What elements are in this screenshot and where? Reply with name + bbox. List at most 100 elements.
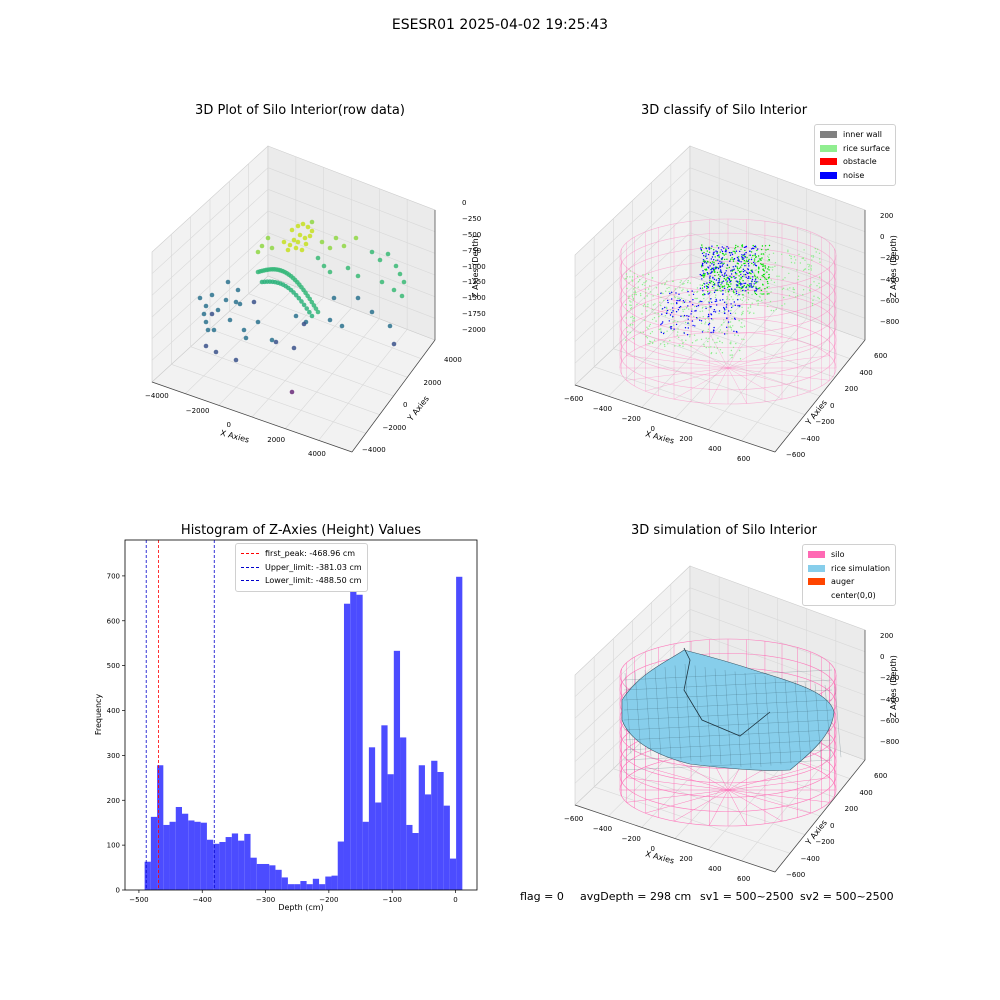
rice-surface-point xyxy=(697,287,698,288)
rice-surface-point xyxy=(672,330,673,331)
rice-surface-point xyxy=(754,260,755,261)
rice-surface-point xyxy=(762,245,763,246)
rice-surface-point xyxy=(721,263,722,264)
noise-point xyxy=(708,254,709,255)
rice-surface-point xyxy=(819,258,820,259)
noise-point xyxy=(713,330,714,331)
noise-point xyxy=(718,254,719,255)
histogram-bar xyxy=(319,884,325,890)
rice-surface-point xyxy=(772,269,773,270)
noise-point xyxy=(730,303,731,304)
rice-surface-point xyxy=(666,331,667,332)
rice-surface-point xyxy=(715,256,716,257)
rice-surface-point xyxy=(725,301,726,302)
rice-surface-point xyxy=(733,261,734,262)
rice-surface-point xyxy=(632,320,633,321)
scatter-point xyxy=(238,302,243,307)
rice-surface-point xyxy=(707,331,708,332)
rice-surface-point xyxy=(750,305,751,306)
rice-surface-point xyxy=(633,298,634,299)
rice-surface-point xyxy=(710,346,711,347)
scatter-point xyxy=(301,222,306,227)
footer-sv2: sv2 = 500~2500 xyxy=(800,890,894,903)
rice-surface-point xyxy=(733,251,734,252)
scatter-point xyxy=(242,328,247,333)
scatter-point xyxy=(204,344,209,349)
rice-surface-point xyxy=(632,280,633,281)
noise-point xyxy=(707,272,708,273)
rice-surface-point xyxy=(642,284,643,285)
noise-point xyxy=(678,300,679,301)
rice-surface-point xyxy=(758,267,759,268)
rice-surface-point xyxy=(630,332,631,333)
rice-surface-point xyxy=(735,294,736,295)
rice-surface-point xyxy=(663,300,664,301)
histogram-bar xyxy=(201,823,207,890)
plot4-tick-12: 400 xyxy=(859,789,872,797)
rice-surface-point xyxy=(735,343,736,344)
noise-point xyxy=(728,310,729,311)
rice-surface-point xyxy=(721,332,722,333)
plot4-tick-11: 200 xyxy=(845,805,858,813)
footer-sv1: sv1 = 500~2500 xyxy=(700,890,794,903)
rice-surface-point xyxy=(741,314,742,315)
histogram-bar xyxy=(145,862,151,890)
rice-surface-point xyxy=(782,289,783,290)
noise-point xyxy=(749,283,750,284)
rice-surface-point xyxy=(757,304,758,305)
noise-point xyxy=(690,313,691,314)
noise-point xyxy=(719,310,720,311)
rice-surface-point xyxy=(726,284,727,285)
rice-surface-point xyxy=(783,288,784,289)
noise-point xyxy=(755,279,756,280)
rice-surface-point xyxy=(734,334,735,335)
rice-surface-point xyxy=(765,249,766,250)
noise-point xyxy=(692,299,693,300)
rice-surface-point xyxy=(650,324,651,325)
noise-point xyxy=(733,276,734,277)
rice-surface-point xyxy=(764,278,765,279)
rice-surface-point xyxy=(809,264,810,265)
rice-surface-point xyxy=(738,335,739,336)
noise-point xyxy=(727,264,728,265)
scatter-point xyxy=(316,310,321,315)
noise-point xyxy=(687,334,688,335)
rice-surface-point xyxy=(722,281,723,282)
noise-point xyxy=(711,271,712,272)
noise-point xyxy=(723,248,724,249)
noise-point xyxy=(663,333,664,334)
plot2-tick-11: 200 xyxy=(845,385,858,393)
noise-point xyxy=(721,249,722,250)
histogram-bar xyxy=(238,841,244,890)
plot4-tick-17: −400 xyxy=(880,696,899,704)
noise-point xyxy=(721,258,722,259)
legend-label: noise xyxy=(843,171,864,180)
histogram-bar xyxy=(257,864,263,890)
rice-surface-point xyxy=(725,290,726,291)
rice-surface-point xyxy=(701,339,702,340)
noise-point xyxy=(715,311,716,312)
rice-surface-point xyxy=(706,347,707,348)
noise-point xyxy=(696,317,697,318)
plot2-tick-15: 0 xyxy=(880,233,884,241)
rice-surface-point xyxy=(720,329,721,330)
noise-point xyxy=(746,277,747,278)
rice-surface-point xyxy=(680,282,681,283)
rice-surface-point xyxy=(747,289,748,290)
scatter-point xyxy=(386,252,391,257)
noise-point xyxy=(676,302,677,303)
noise-point xyxy=(745,256,746,257)
rice-surface-point xyxy=(765,299,766,300)
scatter-point xyxy=(306,225,311,230)
rice-surface-point xyxy=(630,324,631,325)
rice-surface-point xyxy=(692,342,693,343)
rice-surface-point xyxy=(708,338,709,339)
rice-surface-point xyxy=(647,295,648,296)
rice-surface-point xyxy=(710,292,711,293)
rice-surface-point xyxy=(767,281,768,282)
rice-surface-point xyxy=(761,293,762,294)
noise-point xyxy=(723,307,724,308)
rice-surface-point xyxy=(739,287,740,288)
scatter-point xyxy=(256,250,261,255)
histogram-bar xyxy=(356,595,362,890)
